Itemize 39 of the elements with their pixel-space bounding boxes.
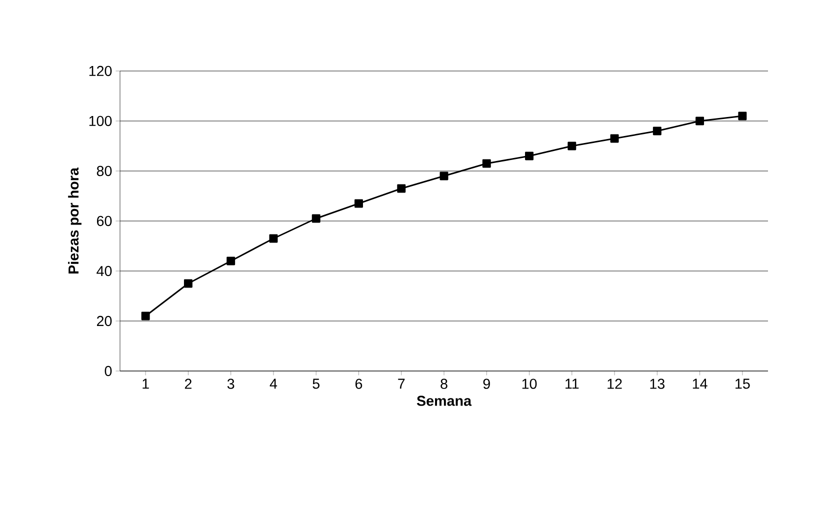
point bbox=[354, 199, 363, 208]
y-tick-label: 80 bbox=[96, 166, 112, 176]
y-axis-title: Piezas por hora bbox=[68, 168, 82, 274]
point bbox=[525, 152, 534, 160]
x-tick-label: 5 bbox=[312, 378, 320, 389]
point bbox=[568, 142, 576, 150]
x-tick-label: 15 bbox=[736, 378, 750, 389]
point bbox=[226, 256, 236, 266]
x-tick-label: 11 bbox=[566, 378, 579, 389]
point bbox=[312, 214, 320, 223]
point bbox=[141, 312, 150, 320]
y-tick-label: 40 bbox=[96, 266, 112, 276]
point bbox=[696, 116, 704, 126]
x-tick-label: 10 bbox=[522, 378, 537, 389]
x-tick-label: 3 bbox=[227, 378, 234, 389]
x-axis-title: Semana bbox=[416, 396, 472, 406]
x-tick-label: 14 bbox=[692, 378, 708, 389]
x-tick-label: 9 bbox=[483, 378, 490, 389]
x-tick-label: 7 bbox=[398, 378, 405, 389]
y-tick-label: 120 bbox=[89, 66, 112, 76]
point bbox=[397, 184, 406, 193]
x-tick-label: 4 bbox=[270, 378, 278, 389]
x-tick-label: 12 bbox=[608, 378, 622, 389]
y-tick-label: 0 bbox=[104, 366, 112, 376]
x-tick-label: 8 bbox=[440, 378, 448, 389]
y-tick-label: 20 bbox=[96, 316, 112, 326]
point bbox=[440, 172, 448, 180]
x-tick-label: 2 bbox=[184, 378, 192, 389]
point bbox=[652, 126, 662, 136]
point bbox=[738, 112, 747, 120]
point bbox=[482, 159, 491, 168]
x-tick-label: 1 bbox=[142, 378, 149, 389]
point bbox=[184, 279, 192, 288]
y-tick-label: 100 bbox=[89, 116, 112, 126]
point bbox=[610, 134, 619, 143]
y-tick-label: 60 bbox=[97, 216, 112, 226]
x-tick-label: 6 bbox=[355, 378, 362, 389]
x-tick-label: 13 bbox=[650, 378, 665, 389]
point bbox=[269, 234, 278, 243]
